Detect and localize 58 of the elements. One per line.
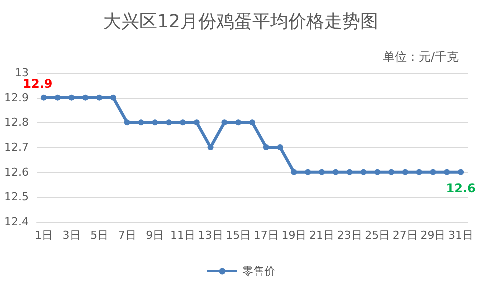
point xyxy=(332,169,339,176)
chart-subtitle: 单位：元/千克 xyxy=(382,50,460,64)
x-tick-label: 3日 xyxy=(62,229,81,242)
point xyxy=(388,169,395,176)
chart-title: 大兴区12月份鸡蛋平均价格走势图 xyxy=(104,12,378,32)
point xyxy=(444,169,450,176)
point xyxy=(96,94,103,101)
y-tick-label: 12.7 xyxy=(4,141,29,154)
point xyxy=(319,169,326,176)
point xyxy=(277,144,284,150)
x-tick-label: 31日 xyxy=(448,229,474,242)
point xyxy=(416,169,422,176)
x-tick-label: 29日 xyxy=(420,229,446,242)
point xyxy=(458,169,464,176)
y-tick-label: 12.6 xyxy=(4,166,29,179)
x-tick-label: 23日 xyxy=(337,229,362,242)
x-tick-label: 19日 xyxy=(282,229,307,242)
point xyxy=(291,169,298,176)
x-tick-label: 1日 xyxy=(34,229,53,242)
y-tick-label: 13 xyxy=(15,66,29,80)
point xyxy=(374,169,381,176)
data-label: 12.9 xyxy=(23,76,53,91)
point xyxy=(236,120,242,126)
x-tick-label: 17日 xyxy=(254,229,279,242)
point xyxy=(305,169,312,176)
y-tick-label: 12.4 xyxy=(4,216,29,228)
point xyxy=(54,94,61,101)
point xyxy=(360,169,367,176)
point xyxy=(40,94,47,101)
point xyxy=(110,94,116,101)
x-tick-label: 27日 xyxy=(392,229,418,242)
x-tick-label: 21日 xyxy=(310,229,335,242)
x-tick-label: 25日 xyxy=(365,229,390,242)
point xyxy=(82,94,89,101)
point xyxy=(68,94,75,101)
x-tick-label: 13日 xyxy=(198,229,224,242)
x-tick-label: 11日 xyxy=(170,229,196,242)
y-tick-label: 12.9 xyxy=(4,91,29,104)
point xyxy=(430,169,436,176)
x-tick-label: 15日 xyxy=(226,229,252,242)
point xyxy=(402,169,408,176)
point xyxy=(222,120,228,126)
point xyxy=(346,169,353,176)
point xyxy=(166,120,172,126)
x-tick-label: 5日 xyxy=(90,229,109,242)
y-tick-label: 12.5 xyxy=(4,190,29,204)
point xyxy=(152,120,158,126)
y-tick-label: 12.8 xyxy=(4,116,29,130)
point xyxy=(250,120,256,126)
x-tick-label: 9日 xyxy=(146,229,164,242)
point xyxy=(138,120,144,126)
point xyxy=(194,120,200,126)
data-label: 12.6 xyxy=(446,181,476,196)
point xyxy=(124,120,130,126)
point xyxy=(263,144,270,150)
x-tick-label: 7日 xyxy=(118,229,136,242)
legend-label: 零售价 xyxy=(242,265,276,278)
point xyxy=(180,120,186,126)
